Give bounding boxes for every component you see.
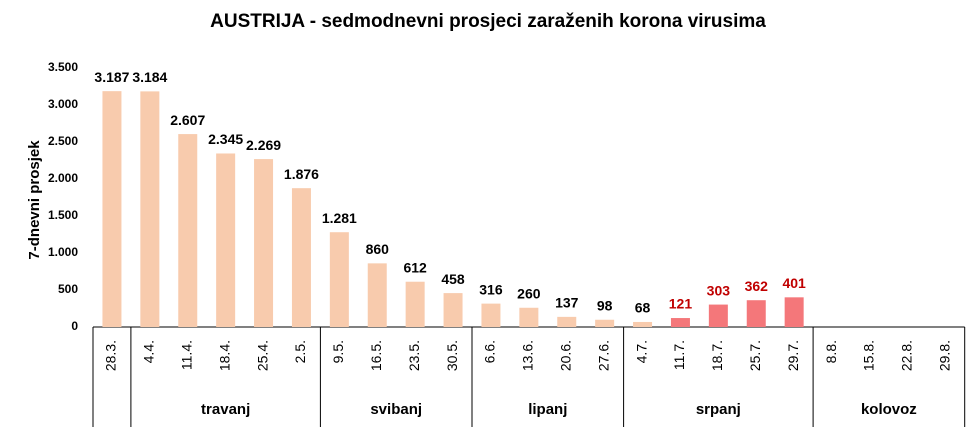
x-tick-label: 27.6. (595, 340, 611, 371)
value-label: 401 (782, 275, 806, 291)
x-tick-label: 30.5. (444, 340, 460, 371)
bar (102, 91, 122, 327)
group-label: kolovoz (861, 401, 917, 418)
y-tick-label: 0 (71, 319, 78, 333)
x-tick-label: 6.6. (482, 340, 498, 363)
value-label: 362 (745, 278, 769, 294)
x-tick-label: 25.7. (747, 340, 763, 371)
value-label: 1.876 (284, 166, 319, 182)
value-label: 303 (707, 282, 731, 298)
group-label: travanj (201, 401, 250, 418)
x-tick-label: 15.8. (861, 340, 877, 371)
bar (746, 300, 766, 327)
group-label: svibanj (370, 401, 422, 418)
bar (443, 293, 463, 327)
bar (291, 188, 311, 327)
x-tick-label: 18.4. (216, 340, 232, 371)
y-tick-label: 1.500 (48, 208, 78, 222)
value-label: 2.607 (170, 112, 205, 128)
x-tick-label: 20.6. (557, 340, 573, 371)
x-tick-label: 8.8. (823, 340, 839, 363)
y-tick-label: 500 (58, 282, 78, 296)
x-tick-label: 18.7. (709, 340, 725, 371)
y-tick-label: 1.000 (48, 245, 78, 259)
value-label: 121 (669, 296, 693, 312)
bar (481, 303, 501, 327)
y-tick-label: 2.000 (48, 171, 78, 185)
x-tick-label: 25.4. (254, 340, 270, 371)
x-tick-label: 9.5. (330, 340, 346, 363)
x-tick-label: 4.4. (141, 340, 157, 363)
value-label: 3.187 (94, 69, 129, 85)
value-label: 458 (441, 271, 465, 287)
chart-title: AUSTRIJA - sedmodnevni prosjeci zaraženi… (210, 11, 766, 32)
group-label: lipanj (528, 401, 567, 418)
value-label: 137 (555, 295, 579, 311)
bar (140, 91, 160, 327)
x-tick-label: 11.7. (671, 340, 687, 370)
x-tick-label: 13.6. (520, 340, 536, 371)
bar (784, 297, 804, 327)
value-label: 612 (403, 259, 427, 275)
y-tick-label: 3.500 (48, 60, 78, 74)
bar (557, 316, 577, 327)
bar (670, 318, 690, 327)
x-tick-label: 29.7. (785, 340, 801, 371)
value-label: 2.345 (208, 131, 243, 147)
bar (708, 304, 728, 327)
x-tick-label: 2.5. (292, 340, 308, 363)
x-tick-label: 29.8. (936, 340, 952, 371)
y-axis-label: 7-dnevni prosjek (26, 140, 43, 260)
value-label: 1.281 (322, 210, 357, 226)
x-tick-label: 28.3. (103, 340, 119, 371)
x-tick-label: 4.7. (633, 340, 649, 363)
bar (519, 307, 539, 327)
value-label: 98 (597, 297, 613, 313)
bar (633, 321, 653, 327)
bar (178, 134, 198, 327)
value-label: 68 (635, 300, 651, 316)
value-label: 316 (479, 281, 503, 297)
y-tick-label: 3.000 (48, 97, 78, 111)
bar (254, 159, 274, 327)
value-label: 860 (366, 241, 390, 257)
x-tick-label: 16.5. (368, 340, 384, 371)
value-label: 2.269 (246, 137, 281, 153)
value-label: 260 (517, 285, 541, 301)
bar (595, 319, 615, 327)
bar (405, 281, 425, 327)
x-tick-label: 11.4. (178, 340, 194, 370)
bar (367, 263, 387, 327)
y-tick-label: 2.500 (48, 134, 78, 148)
x-tick-label: 22.8. (899, 340, 915, 371)
x-tick-label: 23.5. (406, 340, 422, 371)
bar (329, 232, 349, 327)
bar (216, 153, 236, 327)
value-label: 3.184 (132, 69, 167, 85)
group-label: srpanj (696, 401, 741, 418)
